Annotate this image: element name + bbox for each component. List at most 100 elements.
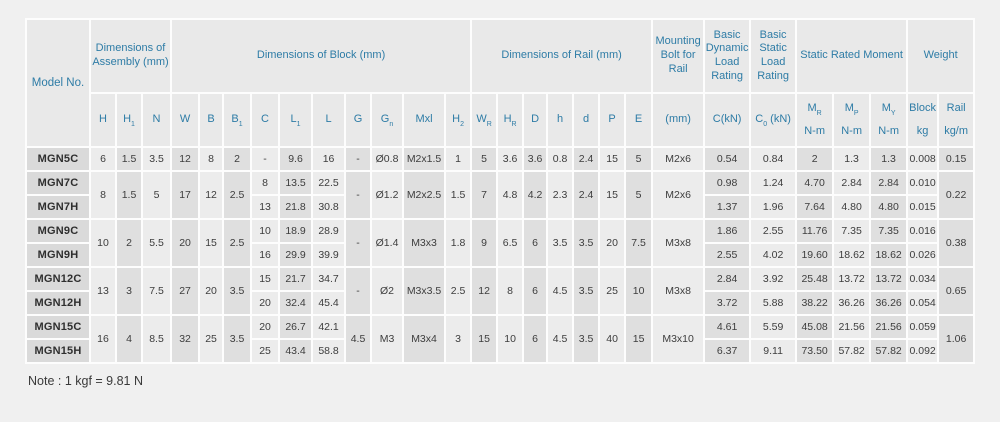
col-header-mr: MR N-m [797,94,833,146]
cell: 20 [205,285,217,297]
cell: M3x8 [665,237,691,249]
cell: Ø1.4 [375,237,399,249]
cell: 15 [205,237,217,249]
cell: 32.4 [285,297,306,309]
cell: 2.5 [450,285,466,297]
cell: 13.5 [285,177,306,189]
cell: 18.62 [875,249,902,261]
cell: 8.5 [149,333,164,345]
cell: 25 [205,333,217,345]
cell: 20 [179,237,191,249]
group-header-weight: Weight [908,20,974,92]
cell: 7.5 [631,237,646,249]
cell: 3 [455,333,461,345]
model-cell: MGN5C [27,148,89,170]
cell: 29.9 [285,249,306,261]
cell: 3.5 [578,285,594,297]
group-header-static-load: Basic Static Load Rating [751,20,796,92]
col-header-l: L [313,94,345,146]
table-row: MGN12H 20 32.4 45.4 3.72 5.88 38.22 36.2… [27,292,973,314]
cell: 15 [606,189,618,201]
cell: 0.054 [909,297,936,309]
cell: 0.010 [909,177,936,189]
col-header-l1: L1 [280,94,312,146]
col-header-weight-block: Block kg [908,94,938,146]
col-header-c-kn: C(kN) [705,94,750,146]
cell: 13.72 [875,273,902,285]
mgn-spec-table: Model No. Dimensions of Assembly (mm) Di… [25,18,976,364]
cell: 57.82 [838,345,865,357]
cell: 15 [632,333,645,345]
col-header-b: B [200,94,223,146]
cell: - [356,153,360,165]
cell: 7.35 [841,225,862,237]
table-row: MGN7C 8 1.5 5 17 12 2.5 8 13.5 22.5 - Ø1… [27,172,973,201]
cell: 0.034 [909,273,936,285]
cell: 7.5 [149,285,164,297]
model-cell: MGN9C [27,220,89,242]
cell: 3.5 [578,333,594,345]
cell: 36.26 [875,297,902,309]
cell: 45.08 [801,321,828,333]
cell: 17 [179,189,191,201]
cell: 9.6 [288,153,303,165]
cell: 0.8 [552,153,568,165]
cell: 6.5 [502,237,518,249]
col-header-h2: H2 [446,94,471,146]
col-header-gn: Gn [372,94,403,146]
cell: M2x6 [665,153,691,165]
cell: 4.61 [716,321,738,333]
cell: 1 [455,153,461,165]
cell: 1.3 [844,153,859,165]
cell: 58.8 [318,345,339,357]
cell: 4.80 [841,201,862,213]
cell: 15 [478,333,490,345]
cell: 1.37 [716,201,738,213]
model-cell: MGN15C [27,316,89,338]
col-header-h: H [91,94,115,146]
cell: 0.84 [762,153,784,165]
cell: M3x10 [662,333,694,345]
cell: 16 [97,333,109,345]
cell: 0.026 [909,249,936,261]
cell: 0.38 [945,237,967,249]
cell: 7 [481,189,487,201]
cell: 5 [635,189,642,201]
cell: 0.092 [909,345,936,357]
cell: 3.6 [502,153,518,165]
cell: 1.24 [762,177,784,189]
col-header-p: P [600,94,625,146]
cell: 8 [507,285,513,297]
cell: 20 [259,297,271,309]
col-header-c: C [252,94,279,146]
cell: 4 [126,333,132,345]
cell: 6 [532,237,538,249]
cell: 10 [97,237,109,249]
cell: 5.59 [762,321,784,333]
cell: 2 [811,153,818,165]
cell: 21.8 [285,201,306,213]
cell: 40 [606,333,618,345]
group-header-dynamic-load: Basic Dynamic Load Rating [705,20,750,92]
cell: M3x8 [665,285,691,297]
cell: 2.55 [762,225,784,237]
cell: 3.5 [149,153,164,165]
cell: 4.70 [804,177,825,189]
cell: 1.5 [450,189,466,201]
cell: 1.06 [945,333,967,345]
col-header-c0-kn: C0 (kN) [751,94,796,146]
col-header-bolt-mm: (mm) [653,94,704,146]
cell: 2.84 [878,177,899,189]
cell: 45.4 [318,297,339,309]
cell: Ø2 [380,285,395,297]
cell: 4.5 [552,285,568,297]
col-header-hr: HR [498,94,523,146]
cell: 8 [208,153,214,165]
cell: 11.76 [801,225,828,237]
cell: - [356,285,360,297]
cell: 18.62 [838,249,865,261]
cell: 7.35 [878,225,899,237]
col-header-d-cap: D [524,94,547,146]
cell: 6 [532,285,538,297]
cell: 2 [234,153,240,165]
